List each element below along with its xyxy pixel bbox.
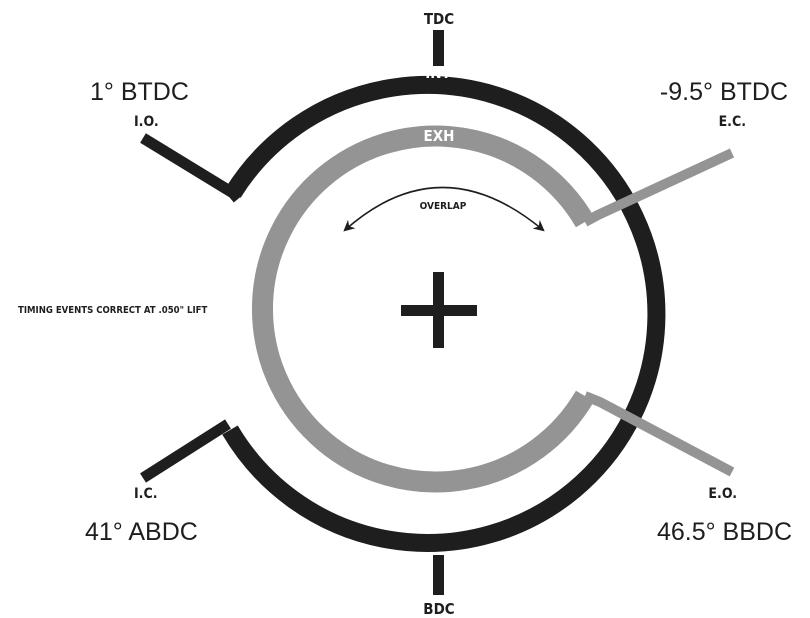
lift-note: TIMING EVENTS CORRECT AT .050" LIFT — [18, 305, 208, 316]
tdc-label: TDC — [424, 10, 454, 28]
crosshair-plus-icon — [401, 272, 477, 348]
double-arrow-icon — [343, 186, 545, 232]
exhaust-arc — [252, 125, 595, 493]
exhaust-close-value: -9.5° BTDC — [660, 78, 788, 106]
exhaust-arc-label: EXH — [424, 127, 455, 145]
exhaust-open-value: 46.5° BBDC — [657, 518, 792, 546]
exhaust-open-line — [583, 391, 735, 477]
intake-open-value: 1° BTDC — [90, 78, 189, 106]
exhaust-open-abbr: E.O. — [708, 486, 737, 502]
intake-open-line — [140, 133, 243, 203]
bdc-label: BDC — [423, 600, 454, 618]
intake-arc-label: INT — [425, 64, 451, 82]
overlap-label: OVERLAP — [420, 201, 467, 212]
intake-arc — [222, 76, 666, 552]
tdc-tick — [433, 30, 444, 66]
intake-close-value: 41° ABDC — [85, 518, 198, 546]
exhaust-close-line — [582, 148, 735, 227]
intake-close-abbr: I.C. — [134, 486, 158, 502]
intake-open-abbr: I.O. — [134, 114, 159, 130]
exhaust-close-abbr: E.C. — [719, 114, 746, 130]
intake-close-line — [140, 419, 231, 483]
bdc-tick — [433, 555, 444, 595]
